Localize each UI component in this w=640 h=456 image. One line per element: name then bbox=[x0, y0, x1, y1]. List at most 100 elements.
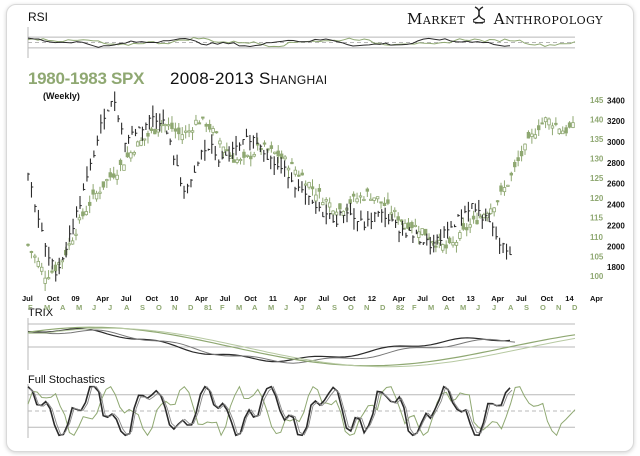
spx-x-tick-label: S bbox=[524, 303, 529, 312]
spx-candle-body bbox=[564, 127, 568, 134]
spx-candle-body bbox=[249, 155, 253, 160]
spx-candle-body bbox=[111, 173, 116, 178]
spx-candle-body bbox=[231, 159, 236, 163]
spx-candle-body bbox=[98, 191, 102, 194]
spx-candle-body bbox=[207, 123, 212, 130]
shanghai-y-tick-label: 2000 bbox=[607, 242, 625, 251]
spx-x-tick-label: A bbox=[316, 303, 322, 312]
spx-candle-body bbox=[399, 219, 404, 222]
spx-x-tick-label: 81 bbox=[204, 303, 212, 312]
spx-candle-body bbox=[502, 187, 507, 193]
spx-candle-body bbox=[509, 172, 514, 176]
shanghai-y-tick-label: 2800 bbox=[607, 159, 625, 168]
spx-candle-body bbox=[547, 118, 551, 126]
spx-candle-body bbox=[334, 211, 339, 216]
spx-candle-body bbox=[557, 128, 561, 134]
spx-candle-body bbox=[447, 237, 452, 244]
spx-candle-body bbox=[183, 130, 188, 133]
spx-y-tick-label: 115 bbox=[590, 213, 603, 222]
spx-candle-body bbox=[273, 151, 277, 154]
spx-candle-body bbox=[91, 189, 95, 195]
shanghai-x-tick-label: 13 bbox=[467, 294, 475, 303]
spx-x-tick-label: M bbox=[428, 303, 434, 312]
spx-x-tick-label: M bbox=[236, 303, 242, 312]
shanghai-x-tick-label: 09 bbox=[71, 294, 79, 303]
spx-series-title: 1980-1983 SPX bbox=[28, 69, 145, 88]
spx-candle-body bbox=[159, 123, 164, 127]
shanghai-x-tick-label: 12 bbox=[368, 294, 376, 303]
spx-candle-body bbox=[50, 270, 54, 273]
spx-y-tick-label: 130 bbox=[590, 155, 604, 164]
spx-candle-body bbox=[163, 124, 167, 127]
shanghai-trix-line bbox=[27, 328, 511, 363]
spx-candle-body bbox=[375, 196, 380, 200]
spx-y-tick-label: 120 bbox=[590, 194, 604, 203]
spx-candle-body bbox=[554, 122, 558, 125]
spx-candle-body bbox=[43, 277, 47, 284]
spx-candle-body bbox=[40, 266, 44, 272]
dna-helix-icon bbox=[470, 6, 488, 28]
spx-candle-body bbox=[543, 117, 548, 123]
shanghai-x-tick-label: 14 bbox=[565, 294, 574, 303]
spx-candle-body bbox=[235, 159, 239, 163]
spx-candle-body bbox=[499, 185, 503, 192]
spx-candle-body bbox=[365, 188, 370, 192]
spx-x-tick-label: S bbox=[140, 303, 145, 312]
spx-candle-body bbox=[537, 125, 541, 131]
spx-candle-body bbox=[135, 141, 140, 147]
spx-candle-body bbox=[173, 128, 178, 132]
spx-x-tick-label: O bbox=[348, 303, 354, 312]
spx-candle-body bbox=[238, 159, 243, 162]
spx-candle-body bbox=[321, 202, 325, 206]
spx-candle-body bbox=[475, 220, 479, 225]
spx-candle-body bbox=[204, 124, 208, 127]
spx-candle-body bbox=[67, 243, 71, 246]
spx-candle-body bbox=[84, 211, 88, 216]
spx-candle-body bbox=[262, 142, 267, 145]
spx-candle-body bbox=[393, 209, 397, 212]
spx-candle-body bbox=[355, 198, 359, 203]
spx-x-tick-label: J bbox=[476, 303, 480, 312]
spx-candle-body bbox=[471, 215, 476, 220]
spx-candle-body bbox=[519, 151, 524, 157]
spx-x-tick-label: A bbox=[60, 303, 66, 312]
spx-candle-body bbox=[492, 207, 496, 213]
spx-candle-body bbox=[444, 244, 448, 249]
spx-candle-body bbox=[242, 151, 246, 158]
spx-candle-body bbox=[245, 154, 250, 157]
spx-x-tick-label: M bbox=[76, 303, 82, 312]
shanghai-y-tick-label: 2400 bbox=[607, 201, 625, 210]
spx-candle-body bbox=[286, 167, 291, 171]
spx-candle-body bbox=[303, 183, 308, 186]
spx-x-tick-label: J bbox=[492, 303, 496, 312]
stochastics-panel-label: Full Stochastics bbox=[28, 374, 106, 386]
spx-candle-body bbox=[177, 127, 181, 135]
spx-candle-body bbox=[166, 124, 171, 127]
spx-candle-body bbox=[513, 162, 517, 168]
spx-x-tick-label: O bbox=[156, 303, 162, 312]
spx-trix-line bbox=[27, 326, 576, 367]
spx-candle-body bbox=[382, 202, 387, 206]
shanghai-x-tick-label: Oct bbox=[541, 294, 554, 303]
spx-candle-body bbox=[379, 201, 383, 204]
brand-word-left: Market bbox=[407, 10, 466, 28]
chart-subtitle: (Weekly) bbox=[43, 91, 80, 101]
spx-x-tick-label: A bbox=[124, 303, 130, 312]
spx-candle-body bbox=[201, 116, 205, 119]
shanghai-trix-signal-line bbox=[28, 329, 516, 364]
shanghai-y-tick-label: 3200 bbox=[607, 117, 625, 126]
spx-candle-body bbox=[526, 131, 531, 139]
shanghai-x-tick-label: Jul bbox=[22, 294, 33, 303]
spx-candle-body bbox=[118, 159, 123, 166]
stochastics-panel bbox=[27, 384, 576, 438]
brand-logo: Market Anthropology bbox=[407, 6, 603, 28]
spx-candle-body bbox=[307, 182, 311, 188]
spx-candle-body bbox=[451, 242, 455, 246]
spx-candle-body bbox=[300, 172, 304, 176]
spx-candle-body bbox=[170, 122, 174, 129]
spx-candle-body bbox=[489, 208, 493, 214]
spx-candle-body bbox=[458, 232, 462, 239]
spx-candle-body bbox=[218, 140, 222, 145]
price-panel bbox=[26, 91, 575, 292]
